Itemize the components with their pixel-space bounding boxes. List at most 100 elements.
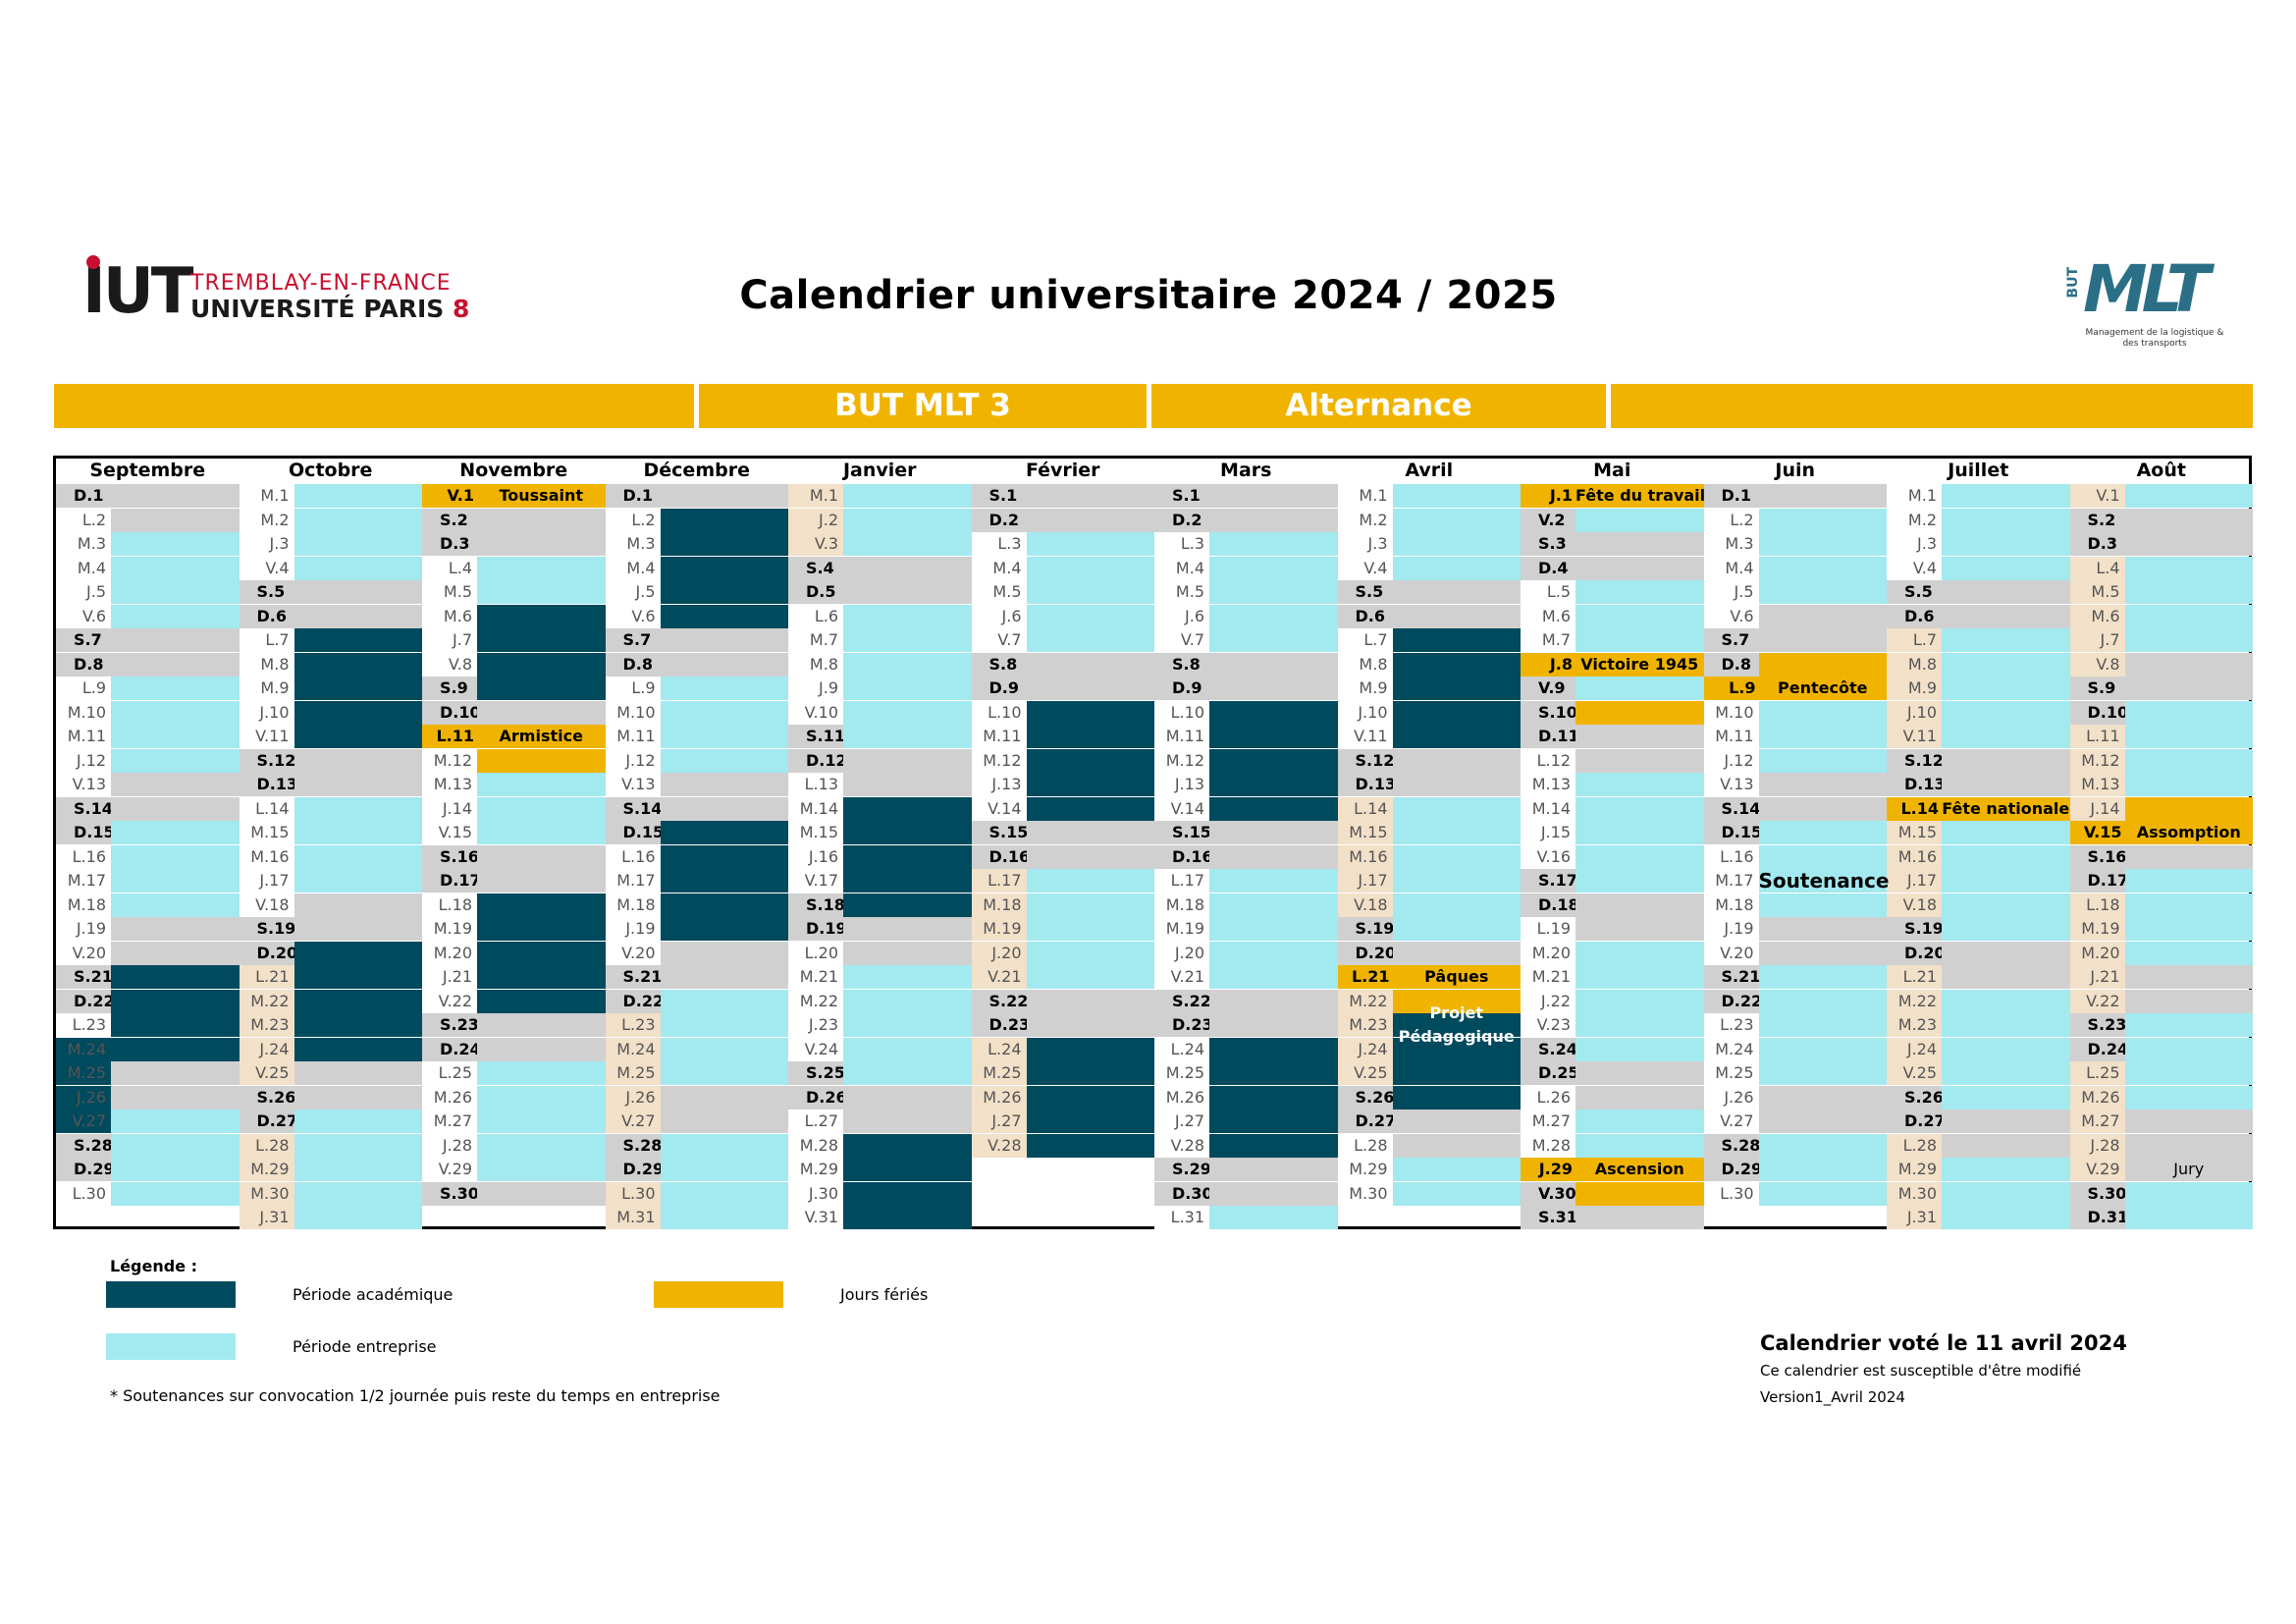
day-label: M.11 [1703,725,1759,748]
day-period [2124,893,2253,917]
day-period [1575,917,1704,941]
day-period [1392,1181,1521,1206]
day-label: L.20 [788,941,843,965]
day-label: M.24 [1703,1037,1759,1061]
day-label: J.7 [422,628,477,652]
day-label: J.24 [1337,1037,1393,1061]
day-label: M.15 [239,821,294,844]
day-label: V.18 [239,893,294,917]
day-period [1575,748,1704,773]
day-label: S.12 [1887,748,1944,773]
legend-holiday-swatch [654,1281,783,1308]
day-label: J.31 [239,1206,294,1229]
day-label: S.12 [1337,748,1394,773]
day-period [660,821,788,844]
day-label: M.18 [1154,893,1209,917]
day-period [660,844,788,869]
day-label: S.26 [1887,1085,1944,1110]
day-period [111,532,240,556]
day-label: L.19 [1521,917,1575,941]
day-label: S.16 [422,844,479,869]
day-period [294,869,422,893]
day-label: J.19 [605,917,661,941]
day-label: V.28 [1154,1133,1209,1158]
legend-academic-label: Période académique [293,1285,454,1304]
day-label: S.16 [2069,844,2126,869]
day-label: S.9 [2069,677,2125,700]
day-period [1392,1110,1521,1133]
day-label: D.11 [1521,725,1579,748]
day-period [111,796,240,821]
day-period [294,773,422,796]
day-period [2124,677,2253,700]
day-period [1942,748,2070,773]
day-period [1209,652,1338,677]
day-period [660,965,788,989]
calendar-annotation: Toussaint [477,484,606,508]
day-label: D.5 [788,580,843,604]
day-period [843,893,972,917]
day-label: L.4 [422,556,477,580]
day-period [1392,508,1521,532]
day-label: D.15 [605,821,664,844]
day-label: L.26 [1521,1085,1575,1110]
month-header: Avril [1405,460,1454,481]
day-label: M.13 [422,773,477,796]
day-label: J.6 [971,604,1027,628]
day-label: J.27 [971,1110,1027,1133]
day-label: M.13 [2069,773,2125,796]
day-period [294,677,422,700]
day-label: V.29 [422,1158,477,1181]
day-label: L.16 [1703,844,1759,869]
day-period [1942,725,2070,748]
day-period [1392,989,1521,1013]
day-period [1392,1061,1521,1085]
iut-logo-line1: TREMBLAY-EN-FRANCE [190,271,452,296]
day-period [2124,484,2253,508]
day-period [477,700,606,725]
day-label: S.2 [422,508,477,532]
day-period [294,821,422,844]
day-period [660,700,788,725]
day-label: J.12 [56,748,111,773]
day-period [477,1085,606,1110]
day-label: L.16 [56,844,111,869]
day-period [843,628,972,652]
day-period [660,1181,788,1206]
day-label: L.10 [971,700,1027,725]
day-label: D.30 [1154,1181,1213,1206]
day-label: J.5 [56,580,111,604]
day-period [1392,628,1521,652]
day-period [111,700,240,725]
day-label: V.20 [605,941,661,965]
day-label: M.24 [56,1037,111,1061]
day-period [1575,1085,1704,1110]
day-period [843,1110,972,1133]
day-period [1942,508,2070,532]
day-period [2124,1085,2253,1110]
day-period [294,1037,422,1061]
day-label: M.28 [1521,1133,1575,1158]
day-label: M.29 [788,1158,843,1181]
day-period [1942,556,2070,580]
day-period [660,796,788,821]
day-period [294,941,422,965]
day-period [1575,989,1704,1013]
day-label: S.5 [239,580,294,604]
day-period [843,556,972,580]
day-period [477,532,606,556]
day-label: M.8 [1337,652,1393,677]
day-label: M.14 [788,796,843,821]
day-label: M.13 [1521,773,1575,796]
day-label: V.20 [56,941,111,965]
day-label: S.29 [1154,1158,1211,1181]
legend-academic-swatch [106,1281,236,1308]
day-label: J.8 [1521,652,1575,677]
day-period [2124,869,2253,893]
day-label: M.11 [605,725,661,748]
day-period [2124,1013,2253,1037]
day-label: M.11 [971,725,1027,748]
day-label: M.14 [1521,796,1575,821]
day-label: V.25 [1887,1061,1942,1085]
day-period [1392,1013,1521,1037]
